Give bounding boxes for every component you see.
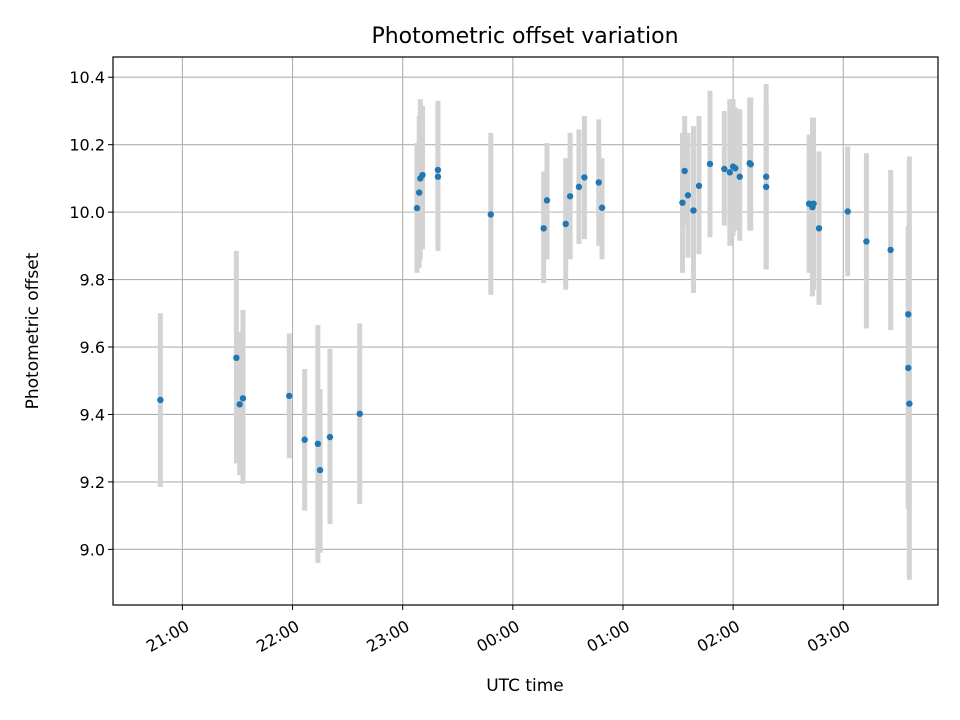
data-point	[726, 169, 734, 176]
data-point	[747, 161, 754, 168]
data-point	[487, 211, 495, 218]
y-tick-label: 9.8	[80, 271, 105, 290]
data-point	[419, 171, 426, 179]
data-point	[905, 364, 912, 372]
data-point	[762, 173, 770, 180]
data-point	[732, 165, 739, 172]
data-point	[736, 173, 743, 180]
data-points	[157, 160, 913, 474]
y-tick-label: 9.4	[80, 405, 105, 424]
data-point	[356, 410, 363, 417]
chart-title: Photometric offset variation	[371, 24, 678, 49]
data-point	[543, 197, 551, 204]
data-point	[301, 436, 308, 443]
y-tick-label: 10.4	[69, 68, 105, 87]
data-point	[413, 204, 421, 212]
data-point	[695, 182, 703, 190]
data-point	[286, 392, 293, 400]
data-point	[810, 200, 817, 207]
axes-frame	[112, 56, 939, 606]
data-point	[681, 167, 688, 175]
y-tick-label: 10.2	[69, 136, 105, 155]
y-axis-ticks: 9.0 9.2 9.4 9.6 9.8 10.0 10.2 10.4	[69, 68, 113, 559]
y-tick-label: 9.2	[80, 473, 105, 492]
data-point	[540, 225, 547, 232]
data-point	[575, 183, 583, 191]
data-point	[236, 401, 243, 408]
data-point	[581, 174, 588, 181]
data-point	[595, 179, 602, 186]
x-axis-label: UTC time	[486, 676, 564, 696]
data-point	[562, 220, 569, 228]
data-point	[233, 354, 240, 362]
data-point	[906, 400, 913, 407]
data-point	[314, 440, 322, 448]
y-axis-label: Photometric offset	[23, 252, 43, 409]
data-point	[721, 165, 728, 173]
data-point	[887, 246, 894, 254]
data-point	[434, 173, 442, 180]
data-point	[905, 311, 912, 318]
data-point	[863, 238, 870, 245]
data-point	[815, 225, 823, 232]
data-point	[706, 160, 714, 168]
data-point	[679, 199, 686, 206]
y-tick-label: 10.0	[69, 203, 105, 222]
data-point	[326, 433, 334, 441]
data-point	[316, 466, 324, 474]
data-point	[416, 189, 423, 196]
y-tick-label: 9.0	[80, 540, 105, 559]
grid	[113, 57, 938, 605]
data-point	[157, 396, 164, 404]
data-point	[762, 183, 770, 191]
data-point	[598, 204, 606, 211]
data-point	[434, 166, 442, 174]
data-point	[566, 193, 574, 200]
data-point	[844, 208, 851, 215]
data-point	[690, 207, 697, 214]
data-point	[239, 395, 247, 402]
data-point	[684, 192, 692, 199]
y-tick-label: 9.6	[80, 338, 105, 357]
